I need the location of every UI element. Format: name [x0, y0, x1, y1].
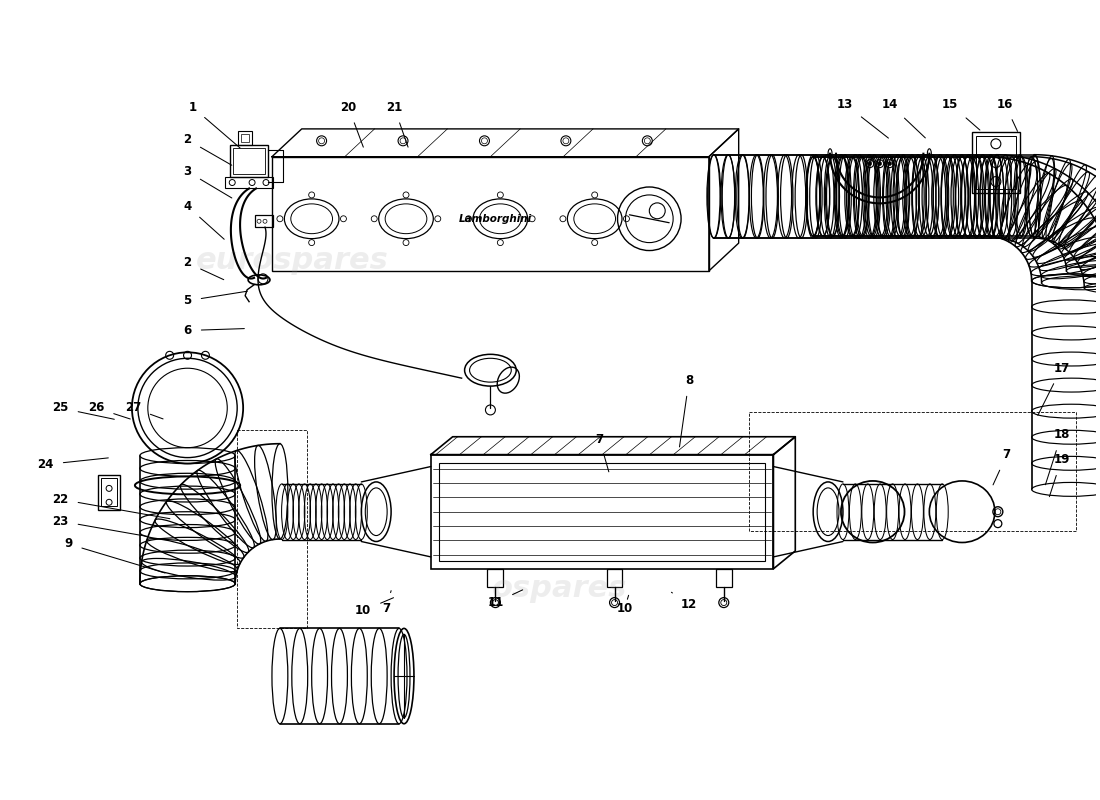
- Text: ospares: ospares: [492, 574, 628, 603]
- Bar: [226, 177, 273, 189]
- Text: 7: 7: [382, 590, 392, 615]
- Text: 1: 1: [188, 101, 240, 148]
- Text: 10: 10: [355, 598, 394, 617]
- Text: 7: 7: [595, 434, 608, 472]
- Bar: [972, 132, 1020, 194]
- Bar: [238, 430, 307, 629]
- Text: 13: 13: [837, 98, 889, 138]
- Text: 15: 15: [942, 98, 980, 130]
- Bar: [716, 569, 732, 586]
- Text: 5: 5: [184, 291, 248, 307]
- Text: 24: 24: [37, 458, 108, 471]
- Circle shape: [868, 162, 871, 166]
- Text: 19: 19: [1049, 453, 1069, 497]
- Text: 11: 11: [487, 590, 522, 609]
- Text: 16: 16: [997, 98, 1018, 131]
- Text: 25: 25: [52, 402, 114, 419]
- Bar: [487, 569, 504, 586]
- Text: 26: 26: [88, 402, 130, 419]
- Text: 17: 17: [1037, 362, 1069, 415]
- Bar: [239, 131, 252, 145]
- Text: 10: 10: [616, 595, 632, 615]
- Text: 3: 3: [184, 165, 232, 198]
- Bar: [431, 454, 773, 569]
- Circle shape: [888, 162, 892, 166]
- Text: 27: 27: [124, 402, 163, 419]
- Text: 23: 23: [53, 514, 148, 537]
- Bar: [749, 412, 1076, 531]
- Bar: [98, 475, 120, 510]
- Bar: [255, 215, 273, 227]
- Text: 22: 22: [53, 493, 169, 518]
- Text: 9: 9: [64, 538, 165, 573]
- Text: 14: 14: [881, 98, 925, 138]
- Text: 2: 2: [184, 257, 223, 280]
- Text: 7: 7: [993, 448, 1011, 485]
- Bar: [272, 157, 708, 271]
- Text: 8: 8: [680, 374, 693, 447]
- Circle shape: [878, 162, 882, 166]
- Bar: [976, 136, 1015, 190]
- Bar: [101, 478, 117, 506]
- Bar: [241, 134, 249, 142]
- Bar: [439, 462, 766, 561]
- Text: 18: 18: [1045, 428, 1069, 485]
- Bar: [606, 569, 623, 586]
- Text: 21: 21: [386, 101, 408, 147]
- Text: 2: 2: [184, 134, 232, 166]
- Text: 12: 12: [671, 592, 697, 611]
- Bar: [233, 148, 265, 174]
- Text: 6: 6: [184, 324, 244, 337]
- Text: Lamborghini: Lamborghini: [459, 214, 532, 224]
- Text: 4: 4: [184, 200, 224, 239]
- Text: eurospares: eurospares: [196, 246, 388, 275]
- Text: 20: 20: [340, 101, 363, 147]
- Bar: [230, 145, 268, 177]
